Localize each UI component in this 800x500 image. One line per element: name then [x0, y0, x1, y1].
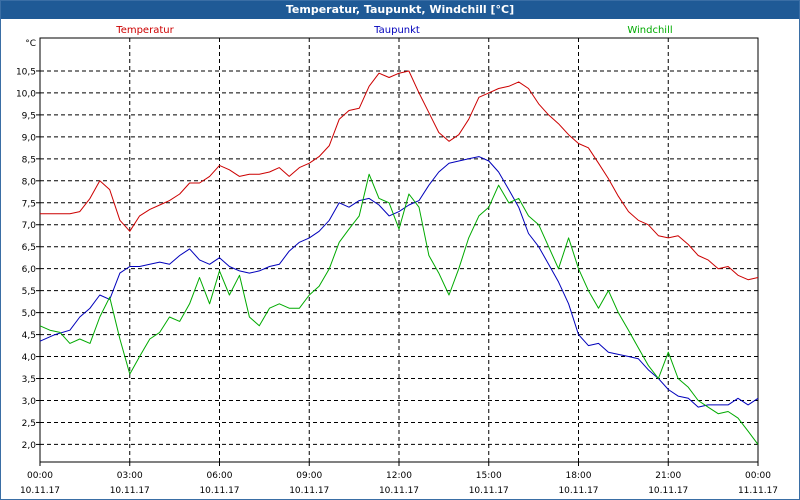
window-title: Temperatur, Taupunkt, Windchill [°C] — [1, 1, 799, 19]
y-tick-label: 7,0 — [22, 221, 37, 231]
x-tick-label-time: 03:00 — [117, 471, 143, 481]
y-tick-label: 2,5 — [22, 419, 36, 429]
series-line-windchill — [39, 173, 759, 445]
x-tick-label-time: 12:00 — [386, 471, 412, 481]
legend-entry-windchill: Windchill — [627, 25, 672, 36]
x-tick-label-date: 11.11.17 — [738, 486, 778, 496]
x-tick-label-date: 10.11.17 — [558, 486, 598, 496]
y-tick-label: 8,0 — [22, 177, 37, 187]
y-tick-label: 4,0 — [22, 353, 37, 363]
x-tick-label-time: 21:00 — [655, 471, 681, 481]
y-tick-label: 3,0 — [22, 397, 37, 407]
series-line-temperatur — [40, 70, 759, 281]
x-tick-label-time: 18:00 — [566, 471, 592, 481]
x-tick-label-time: 00:00 — [745, 471, 771, 481]
x-tick-label-time: 09:00 — [296, 471, 322, 481]
x-tick-label-date: 10.11.17 — [110, 486, 150, 496]
y-tick-label: 5,5 — [22, 287, 36, 297]
y-tick-label: 7,5 — [22, 199, 36, 209]
x-tick-label-date: 10.11.17 — [648, 486, 688, 496]
x-tick-label-date: 10.11.17 — [20, 486, 60, 496]
y-tick-label: 4,5 — [22, 331, 36, 341]
x-tick-label-time: 06:00 — [207, 471, 233, 481]
y-axis-label: °C — [25, 39, 36, 49]
y-tick-label: 9,0 — [22, 133, 37, 143]
plot-frame — [39, 37, 759, 463]
x-tick-label-date: 10.11.17 — [469, 486, 509, 496]
x-tick-label-time: 15:00 — [476, 471, 502, 481]
x-tick-label-date: 10.11.17 — [199, 486, 239, 496]
y-tick-label: 3,5 — [22, 375, 36, 385]
y-tick-label: 10,5 — [16, 67, 36, 77]
legend-entry-temperatur: Temperatur — [115, 25, 174, 36]
x-tick-label-time: 00:00 — [27, 471, 53, 481]
y-tick-label: 6,5 — [22, 243, 36, 253]
y-tick-label: 5,0 — [22, 309, 37, 319]
y-tick-label: 8,5 — [22, 155, 36, 165]
y-tick-label: 10,0 — [16, 89, 36, 99]
y-tick-label: 9,5 — [22, 111, 36, 121]
x-tick-label-date: 10.11.17 — [379, 486, 419, 496]
x-tick-label-date: 10.11.17 — [289, 486, 329, 496]
legend-entry-taupunkt: Taupunkt — [373, 25, 420, 36]
y-tick-label: 2,0 — [22, 441, 37, 451]
y-tick-label: 6,0 — [22, 265, 37, 275]
series-line-taupunkt — [39, 156, 759, 408]
